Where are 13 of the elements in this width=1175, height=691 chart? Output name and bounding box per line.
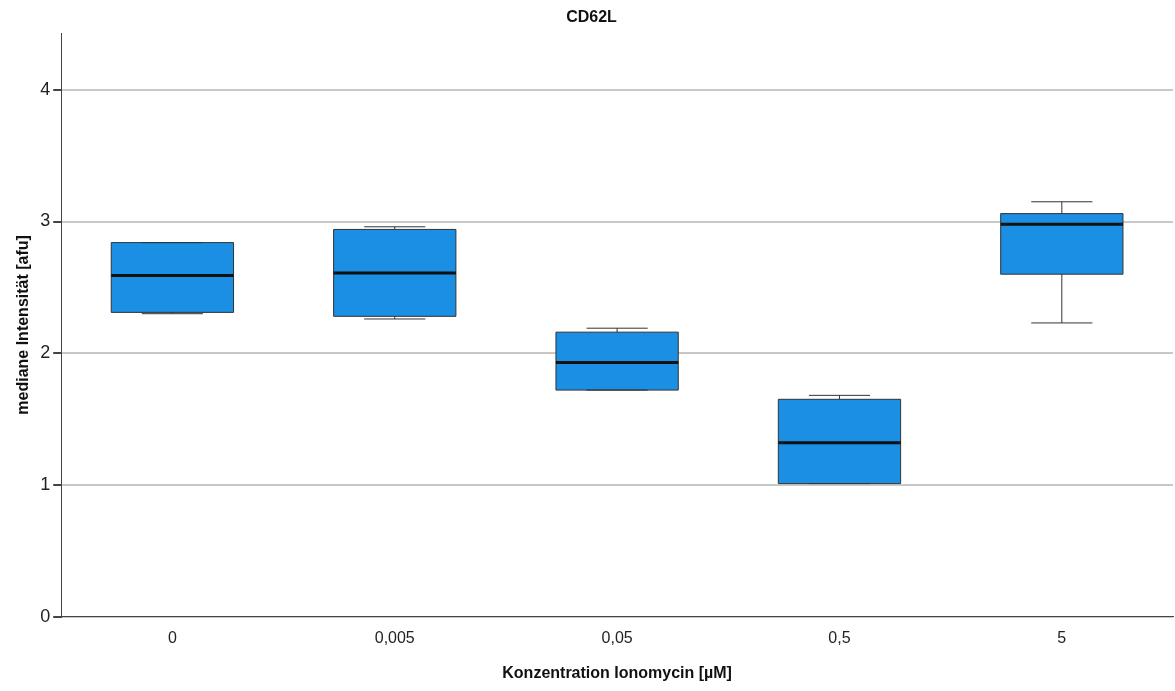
x-tick-label: 0 (167, 628, 177, 646)
y-axis-title: mediane Intensität [afu] (14, 235, 32, 415)
x-tick-label: 0,005 (374, 628, 415, 646)
x-tick-label: 0,05 (601, 628, 633, 646)
y-tick-label: 2 (40, 342, 51, 363)
chart-title: CD62L (566, 8, 618, 26)
y-tick-label: 3 (40, 210, 51, 231)
y-tick-label: 0 (40, 605, 51, 626)
y-tick-label: 4 (40, 78, 51, 99)
x-tick-label: 0,5 (828, 628, 851, 646)
y-tick-label: 1 (40, 473, 51, 494)
x-axis-title: Konzentration Ionomycin [µM] (502, 663, 732, 681)
x-tick-label: 5 (1057, 628, 1067, 646)
